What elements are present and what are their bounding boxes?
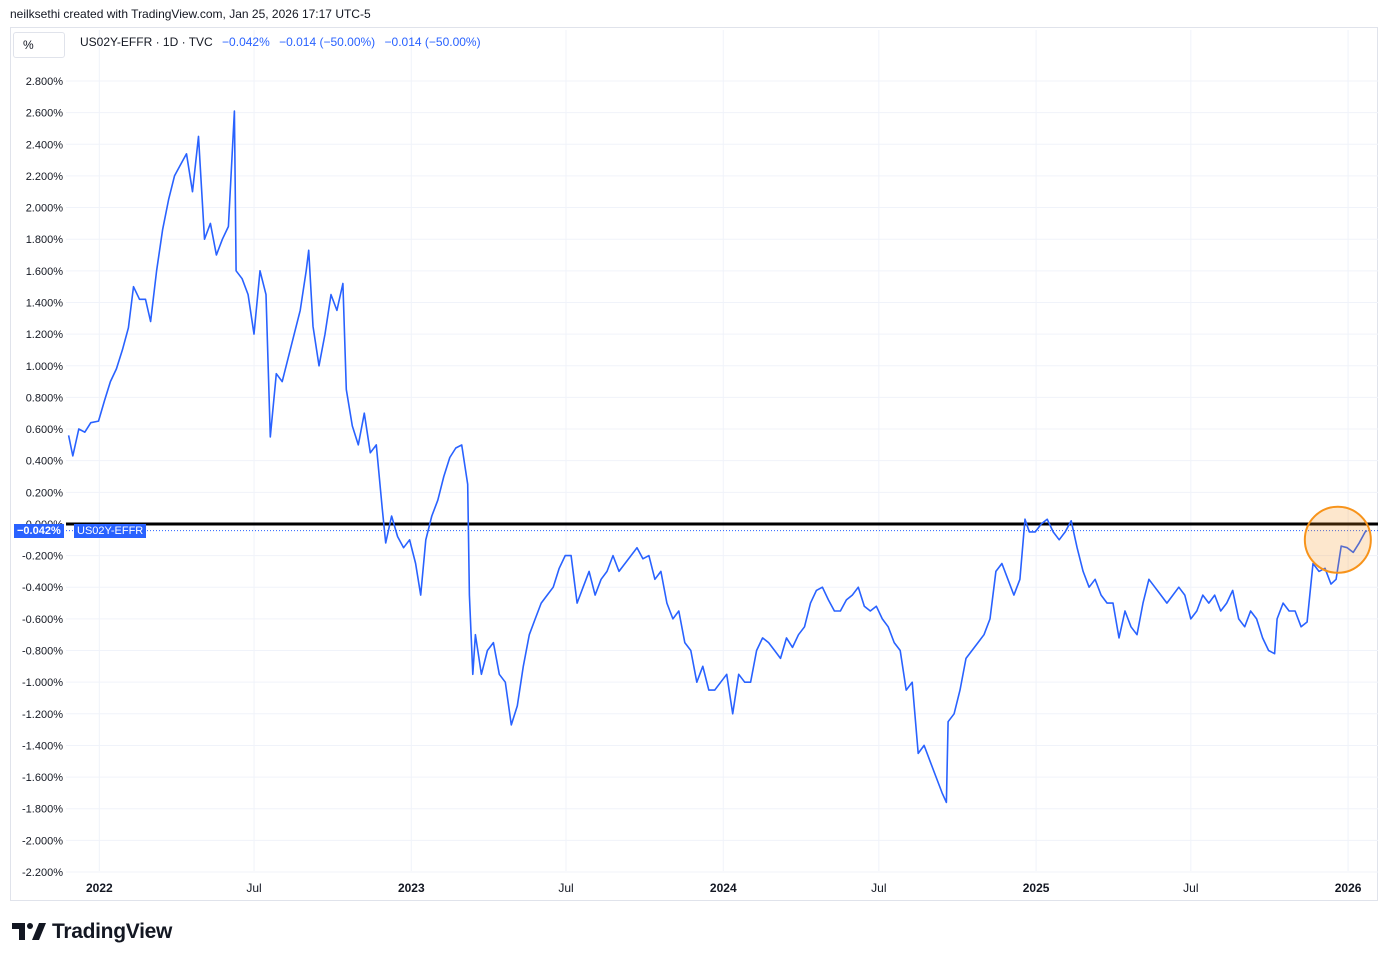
- chart-frame: [10, 27, 1378, 901]
- x-tick-label: 2022: [86, 881, 113, 895]
- y-tick-label: 2.600%: [26, 108, 64, 120]
- series-line-us02y-effr[interactable]: [67, 110, 1368, 804]
- series-name-badge: US02Y-EFFR: [74, 524, 147, 538]
- tradingview-logo-icon: [12, 923, 46, 940]
- tradingview-wordmark: TradingView: [52, 920, 173, 943]
- price-axis-badge: −0.042%: [14, 524, 64, 538]
- y-tick-label: 0.200%: [26, 487, 64, 499]
- y-tick-label: -1.600%: [22, 772, 63, 784]
- x-tick-label: 2026: [1335, 881, 1362, 895]
- y-tick-label: -1.000%: [22, 677, 63, 689]
- x-axis: 2022 Jul 2023 Jul 2024 Jul 2025 Jul 2026: [86, 881, 1362, 895]
- y-tick-label: -1.200%: [22, 709, 63, 721]
- x-tick-label: 2024: [710, 881, 737, 895]
- legend-change-2: −0.014 (−50.00%): [384, 35, 481, 49]
- y-tick-label: 1.200%: [26, 329, 64, 341]
- y-tick-label: 2.200%: [26, 171, 64, 183]
- x-tick-label: Jul: [246, 881, 261, 895]
- y-tick-label: -0.800%: [22, 646, 63, 658]
- y-tick-label: 2.800%: [26, 76, 64, 88]
- legend-symbol: US02Y-EFFR · 1D · TVC: [80, 35, 213, 49]
- y-tick-label: -2.200%: [22, 867, 63, 879]
- y-tick-label: 0.400%: [26, 456, 64, 468]
- y-tick-label: 1.600%: [26, 266, 64, 278]
- y-tick-label: -2.000%: [22, 835, 63, 847]
- x-tick-label: 2025: [1023, 881, 1050, 895]
- highlight-circle: [1303, 505, 1372, 574]
- x-tick-label: Jul: [1183, 881, 1198, 895]
- chart-credit: neilksethi created with TradingView.com,…: [10, 7, 371, 21]
- y-tick-label: -1.400%: [22, 740, 63, 752]
- y-tick-label: 2.400%: [26, 139, 64, 151]
- x-tick-label: Jul: [558, 881, 573, 895]
- y-tick-label: 0.800%: [26, 392, 64, 404]
- legend-value: −0.042%: [222, 35, 270, 49]
- y-tick-label: 1.800%: [26, 234, 64, 246]
- y-tick-label: 1.000%: [26, 361, 64, 373]
- y-tick-label: -0.600%: [22, 614, 63, 626]
- x-tick-label: Jul: [871, 881, 886, 895]
- x-tick-label: 2023: [398, 881, 425, 895]
- y-tick-label: 0.600%: [26, 424, 64, 436]
- y-tick-label: -1.800%: [22, 804, 63, 816]
- y-tick-label: 1.400%: [26, 297, 64, 309]
- y-tick-label: 2.000%: [26, 203, 64, 215]
- series-legend[interactable]: US02Y-EFFR · 1D · TVC −0.042% −0.014 (−5…: [80, 35, 481, 49]
- tradingview-logo[interactable]: TradingView: [12, 918, 172, 946]
- unit-selector[interactable]: %: [13, 32, 65, 58]
- y-tick-label: -0.200%: [22, 551, 63, 563]
- y-tick-label: -0.400%: [22, 582, 63, 594]
- legend-change-1: −0.014 (−50.00%): [279, 35, 376, 49]
- grid-lines: [66, 30, 1378, 873]
- y-axis: 2.800% 2.600% 2.400% 2.200% 2.000% 1.800% 1.60…: [22, 76, 63, 879]
